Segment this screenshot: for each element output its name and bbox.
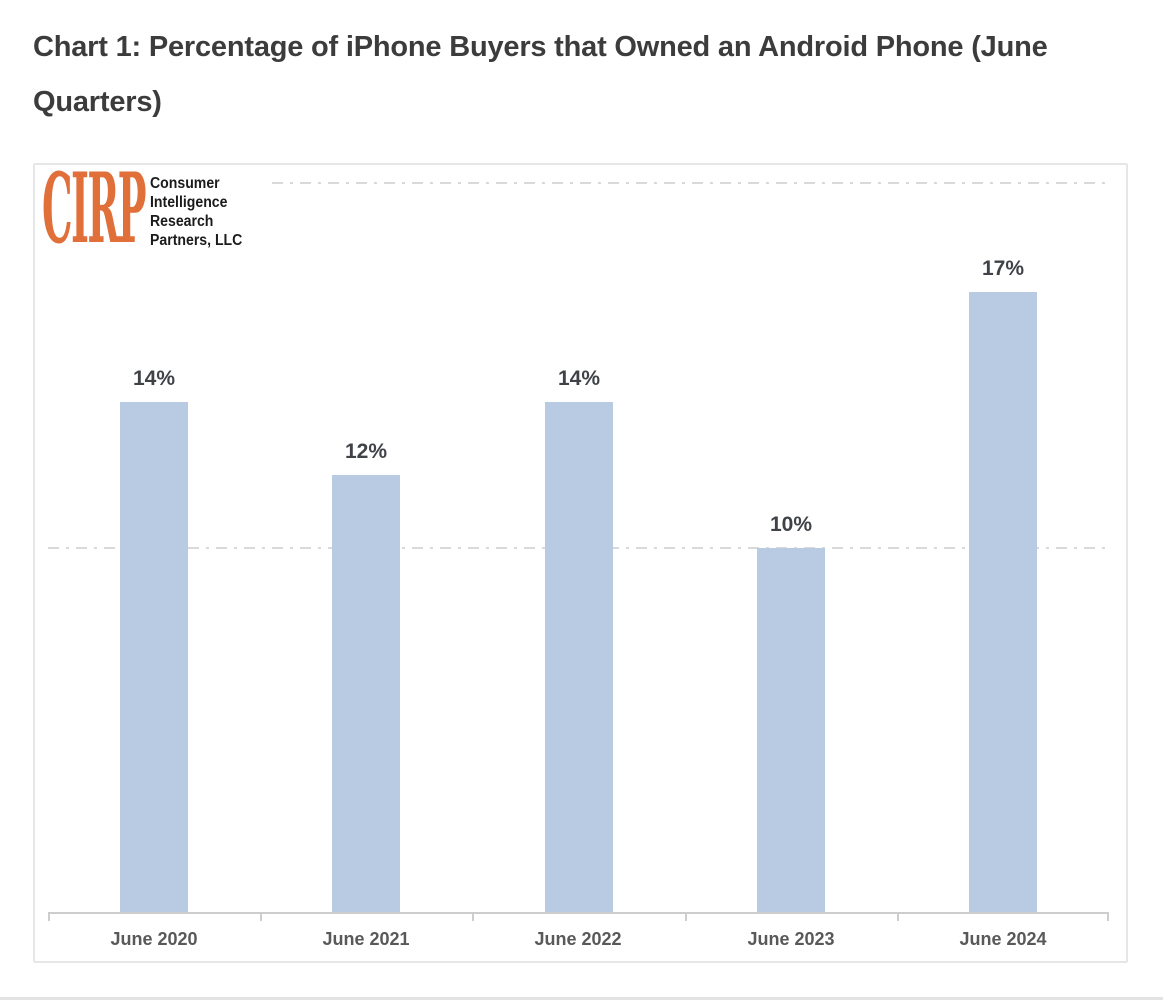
x-axis-tick — [48, 912, 50, 921]
x-axis-label: June 2020 — [110, 929, 198, 949]
bar-june-2022 — [545, 402, 613, 912]
x-axis-label: June 2022 — [534, 929, 622, 949]
logo-text-line: Partners, LLC — [150, 232, 243, 249]
chart-panel: CIRP Consumer Intelligence Research Part… — [33, 152, 1128, 963]
x-axis-tick — [472, 912, 474, 921]
logo-text-line: Intelligence — [150, 194, 228, 211]
x-axis-tick — [260, 912, 262, 921]
cirp-logo-text: Consumer Intelligence Research Partners,… — [150, 173, 242, 250]
bar-june-2023 — [757, 548, 825, 913]
bar-value-label: 14% — [557, 367, 601, 390]
logo-text-line: Consumer — [150, 175, 220, 192]
x-axis-tick — [897, 912, 899, 921]
x-axis-tick — [1107, 912, 1109, 921]
bar-value-label: 14% — [132, 367, 176, 390]
cirp-logo-mark: CIRP — [42, 152, 147, 265]
logo-text-line: Research — [150, 213, 214, 230]
page-title: Chart 1: Percentage of iPhone Buyers tha… — [33, 31, 1048, 118]
bar-june-2021 — [332, 475, 400, 912]
bar-june-2024 — [969, 292, 1037, 912]
x-axis-tick — [685, 912, 687, 921]
bar-value-label: 10% — [769, 513, 813, 536]
x-axis-label: June 2021 — [322, 929, 410, 949]
bar-value-label: 17% — [981, 257, 1025, 280]
bar-june-2020 — [120, 402, 188, 912]
bar-chart-plot-area: 14% June 2020 12% June 2021 14% June 2022 10% J… — [48, 165, 1109, 961]
x-axis-line — [48, 912, 1109, 914]
page-bottom-divider — [0, 997, 1163, 1000]
cirp-logo: CIRP Consumer Intelligence Research Part… — [40, 152, 269, 265]
gridline-20pct — [48, 182, 1109, 184]
bar-value-label: 12% — [344, 440, 388, 463]
x-axis-label: June 2023 — [747, 929, 835, 949]
x-axis-label: June 2024 — [959, 929, 1047, 949]
